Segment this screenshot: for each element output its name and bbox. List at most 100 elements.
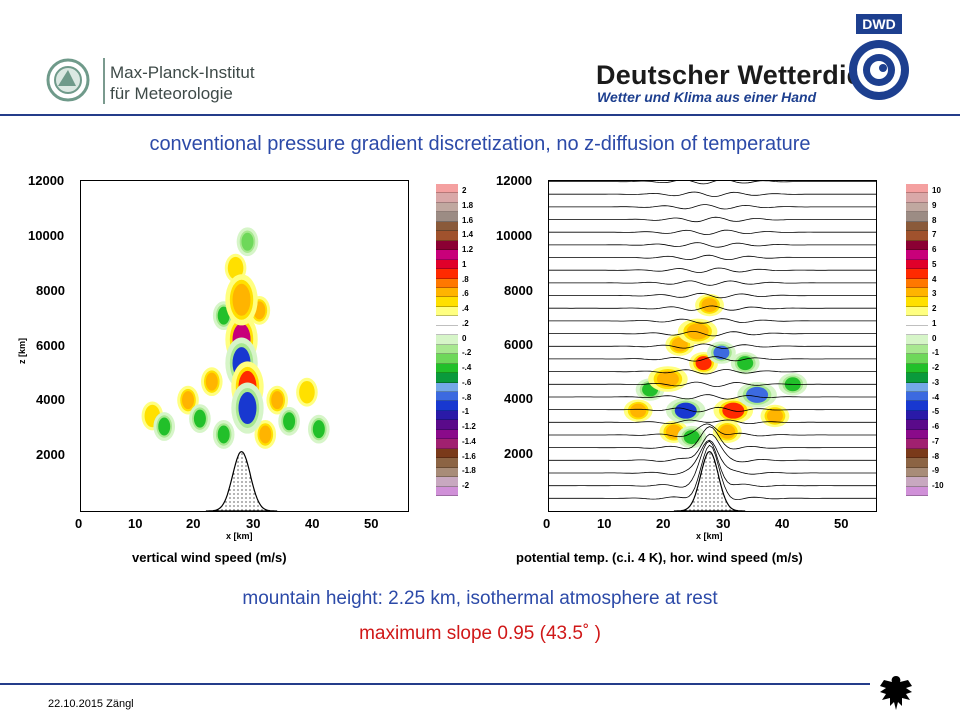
colorbar-swatch [436,458,458,468]
x-tick-left: 0 [75,516,83,531]
colorbar-swatch [436,306,458,317]
colorbar-swatch [906,486,928,496]
colorbar-swatch [436,231,458,241]
x-tick-left: 50 [364,516,379,531]
colorbar-swatch [906,278,928,288]
x-tick-right: 50 [834,516,849,531]
isentrope-line [549,433,876,463]
field-core [766,408,783,423]
colorbar-swatch [906,325,928,336]
field-core [271,391,284,410]
colorbar-swatch [906,363,928,374]
isentrope-line [549,229,876,236]
colorbar-label: -1.2 [462,422,476,432]
mpi-name-line1: Max-Planck-Institut [110,63,255,82]
isentrope-line [549,444,876,501]
colorbar-label: -10 [932,481,944,491]
colorbar-label: -.8 [462,392,472,402]
x-tick-left: 30 [246,516,261,531]
isentrope-line [549,267,876,273]
isentrope-line [549,204,876,210]
federal-eagle-icon [876,672,916,716]
isentrope-line [549,331,876,337]
colorbar-swatch [906,477,928,487]
footer-date-author: 22.10.2015 Zängl [48,698,134,710]
y-axis-label-left: z [km] [17,337,27,364]
colorbar-swatch [906,297,928,307]
isentrope-line [549,426,876,450]
isentrope-line [549,423,876,438]
field-core [686,323,709,340]
plot-vertical-wind [80,180,409,512]
colorbar-label: -1.6 [462,451,476,461]
colorbar-label: -7 [932,436,940,446]
isentrope-line [549,242,876,248]
colorbar-swatch [906,420,928,430]
y-tick-left: 12000 [28,173,65,188]
x-axis-label-left: x [km] [226,531,253,541]
colorbar-swatch [436,477,458,487]
x-tick-left: 20 [186,516,201,531]
field-core [241,232,254,251]
colorbar-swatch [906,184,928,194]
x-tick-left: 10 [128,516,143,531]
y-tick-right: 10000 [496,228,533,243]
header-rule [0,114,960,116]
field-core [701,298,718,313]
x-tick-right: 0 [543,516,551,531]
x-axis-label-right: x [km] [696,531,723,541]
colorbar-label: .8 [462,274,469,284]
field-core [674,402,697,419]
vertical-wind-field [141,227,330,511]
field-core [238,392,257,425]
colorbar-swatch [436,382,458,392]
mountain-profile [205,450,278,511]
y-tick-left: 8000 [36,283,65,298]
colorbar-swatch [906,221,928,232]
colorbar-swatch [436,373,458,383]
colorbar-swatch [906,316,928,326]
colorbar-label: 6 [932,245,937,255]
x-tick-left: 40 [305,516,320,531]
colorbar-swatch [436,250,458,260]
colorbar-swatch [906,193,928,203]
colorbar-label: 5 [932,259,937,269]
colorbar-label: .4 [462,304,469,314]
isentrope-line [549,381,876,388]
isentrope-line [549,356,876,362]
colorbar-swatch [436,240,458,251]
field-core [193,409,206,428]
dwd-logo-text: DWD [862,16,895,32]
colorbar-swatch [906,354,928,364]
y-tick-left: 6000 [36,338,65,353]
colorbar-swatch [906,448,928,459]
field-core [683,430,700,445]
colorbar-swatch [436,202,458,213]
colorbar-left [436,184,458,496]
colorbar-label: -.4 [462,363,472,373]
colorbar-label: 2 [462,186,467,195]
colorbar-swatch [436,287,458,298]
colorbar-swatch [436,467,458,478]
colorbar-swatch [436,278,458,288]
colorbar-swatch [436,401,458,411]
field-core [182,391,195,410]
colorbar-label: 1.8 [462,200,474,210]
mpi-logo-icon [44,56,92,104]
colorbar-label: -.2 [462,348,472,358]
colorbar-swatch [436,335,458,345]
isentrope-line [549,343,876,349]
colorbar-label: -1 [932,348,940,358]
field-core [737,356,754,371]
colorbar-label: 9 [932,200,937,210]
mountain-profile [673,450,746,511]
isentrope-line [549,280,876,286]
field-core [158,417,171,436]
colorbar-label: -1.8 [462,466,476,476]
colorbar-swatch [436,184,458,194]
colorbar-swatch [906,240,928,251]
colorbar-swatch [906,344,928,355]
x-tick-right: 20 [656,516,671,531]
colorbar-swatch [436,410,458,421]
colorbar-swatch [906,231,928,241]
